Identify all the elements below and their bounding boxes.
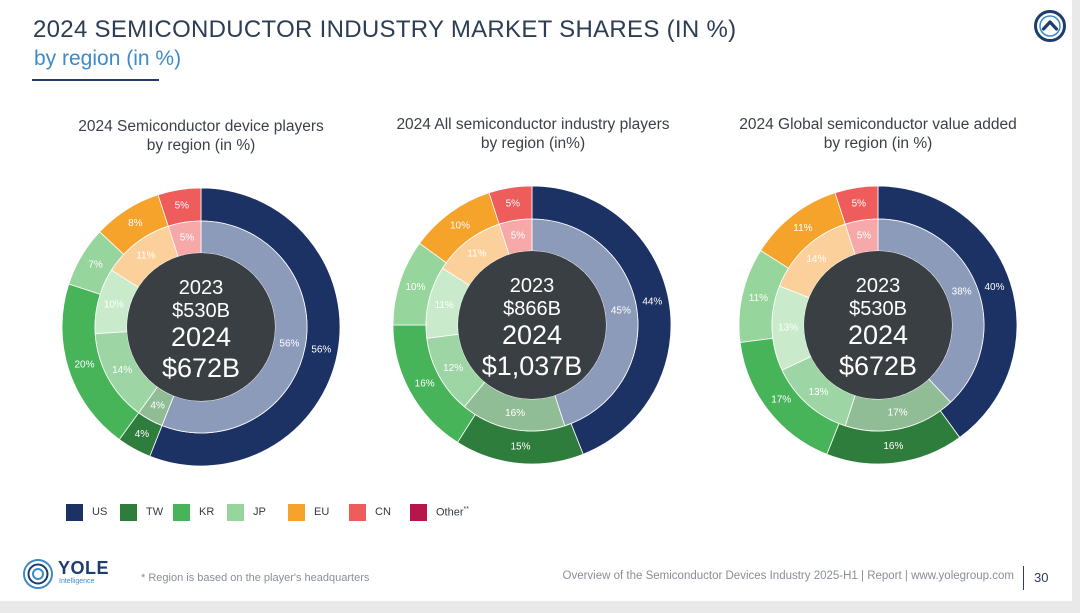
chart-1-title-line2: by region (in %) xyxy=(146,137,256,154)
chart-2-center-year-prev: 2023 xyxy=(510,275,555,297)
legend-label-tw: TW xyxy=(146,506,164,518)
chart-1-center-year: 2024 xyxy=(171,322,231,352)
legend-label-eu: EU xyxy=(314,506,330,518)
chart-3-center-year: 2024 xyxy=(848,320,908,350)
chart-3-center xyxy=(804,251,952,399)
chart-3-outer-label-eu: 11% xyxy=(793,223,812,234)
chart-2-inner-label-tw: 16% xyxy=(505,408,525,419)
chart-2-outer-label-cn: 5% xyxy=(506,199,521,210)
legend-swatch-jp xyxy=(227,503,244,521)
chart-3-outer-label-jp: 11% xyxy=(749,293,768,304)
chart-1-center-year-prev: 2023 xyxy=(179,277,224,299)
legend-label-other: Other** xyxy=(436,505,469,519)
chart-3-center-value-prev: $530B xyxy=(849,298,907,320)
legend-swatch-kr xyxy=(173,503,190,521)
slide: 2024 SEMICONDUCTOR INDUSTRY MARKET SHARE… xyxy=(0,0,1072,601)
chart-3-title-line2: by region (in %) xyxy=(823,135,933,152)
legend-swatch-us xyxy=(66,503,83,521)
footer-source[interactable]: Overview of the Semiconductor Devices In… xyxy=(562,570,1014,582)
donut-charts: 56%4%20%7%8%5%56%4%14%10%11%5%2023$530B2… xyxy=(61,185,1018,467)
chart-1-outer-label-kr: 20% xyxy=(74,359,94,370)
chart-2-title-line2: by region (in%) xyxy=(480,135,586,152)
chart-1-outer-label-us: 56% xyxy=(311,345,331,356)
legend-label-jp: JP xyxy=(253,506,266,518)
logo-subtext: Intelligence xyxy=(59,578,95,585)
chart-3-outer-label-us: 40% xyxy=(984,282,1004,293)
page-title: 2024 SEMICONDUCTOR INDUSTRY MARKET SHARE… xyxy=(33,16,737,43)
chart-1-outer-label-tw: 4% xyxy=(135,429,150,440)
chart-1-inner-label-us: 56% xyxy=(279,339,299,350)
chart-1-outer-label-cn: 5% xyxy=(175,201,190,212)
chart-2-outer-label-jp: 10% xyxy=(405,282,425,293)
legend-item-us: US xyxy=(66,502,107,522)
legend-label-us: US xyxy=(92,506,108,518)
legend-item-kr: KR xyxy=(173,502,214,522)
chart-3-title: 2024 Global semiconductor value added by… xyxy=(708,115,1048,153)
chart-2-outer-label-tw: 15% xyxy=(510,442,530,453)
chart-1-title: 2024 Semiconductor device players by reg… xyxy=(31,117,371,155)
legend-item-tw: TW xyxy=(120,502,163,522)
legend-label-cn: CN xyxy=(375,506,391,518)
chart-3-outer-label-cn: 5% xyxy=(852,199,867,210)
chart-3-center-value: $672B xyxy=(839,351,917,381)
chart-2-center-year: 2024 xyxy=(502,320,562,350)
chart-2-inner-label-kr: 12% xyxy=(443,363,463,374)
chart-2-inner-label-jp: 11% xyxy=(435,300,454,311)
chart-3-title-line1: 2024 Global semiconductor value added xyxy=(739,116,1017,133)
chart-3-inner-label-eu: 14% xyxy=(806,254,826,265)
legend-item-eu: EU xyxy=(288,502,329,522)
chart-3-inner-label-tw: 17% xyxy=(888,407,908,418)
chart-2-title-line1: 2024 All semiconductor industry players xyxy=(396,116,670,133)
legend-item-other: Other** xyxy=(410,502,469,522)
chart-1-title-line1: 2024 Semiconductor device players xyxy=(78,118,324,135)
legend-swatch-tw xyxy=(120,503,137,521)
chart-2-inner-label-us: 45% xyxy=(611,306,631,317)
chart-3-center-year-prev: 2023 xyxy=(856,275,901,297)
chart-1-inner-label-kr: 14% xyxy=(112,365,132,376)
chart-2-outer-label-eu: 10% xyxy=(450,221,470,232)
page-subtitle: by region (in %) xyxy=(34,47,182,70)
chart-2-center-value: $1,037B xyxy=(482,351,583,381)
page-number: 30 xyxy=(1034,570,1049,585)
chart-1-outer-label-jp: 7% xyxy=(88,259,103,270)
footer-divider xyxy=(1023,566,1024,590)
chart-1-inner-label-eu: 11% xyxy=(136,251,155,262)
chart-3-inner-label-jp: 13% xyxy=(778,322,798,333)
legend-swatch-other xyxy=(410,503,427,521)
chart-3-inner-label-us: 38% xyxy=(952,287,972,298)
chart-3-outer-label-kr: 17% xyxy=(771,395,791,406)
chart-2-center-value-prev: $866B xyxy=(503,298,561,320)
logo-text: YOLE xyxy=(58,558,110,578)
legend-swatch-eu xyxy=(288,503,305,521)
legend-swatch-cn xyxy=(349,503,366,521)
yole-logo: YOLE Intelligence xyxy=(22,556,122,592)
chart-1-center xyxy=(127,253,275,401)
chart-1-inner-label-jp: 10% xyxy=(104,299,124,310)
chart-1-outer-label-eu: 8% xyxy=(128,218,143,229)
chart-2-outer-label-kr: 16% xyxy=(415,379,435,390)
footnote: * Region is based on the player's headqu… xyxy=(141,572,370,584)
legend-label-footnote-mark: ** xyxy=(463,505,469,513)
chart-1-center-value: $672B xyxy=(162,353,240,383)
legend-item-jp: JP xyxy=(227,502,266,522)
chart-1-center-value-prev: $530B xyxy=(172,300,230,322)
chart-2-inner-label-cn: 5% xyxy=(511,231,526,242)
subtitle-underline xyxy=(32,79,159,81)
chart-2-inner-label-eu: 11% xyxy=(467,249,486,260)
chart-1-inner-label-tw: 4% xyxy=(150,401,165,412)
chart-2-outer-label-us: 44% xyxy=(642,297,662,308)
chart-1-inner-label-cn: 5% xyxy=(180,233,195,244)
legend-label-kr: KR xyxy=(199,506,215,518)
chart-3-inner-label-cn: 5% xyxy=(857,231,872,242)
yole-logo-icon xyxy=(23,559,53,589)
chart-3-outer-label-tw: 16% xyxy=(883,441,903,452)
chart-2-center xyxy=(458,251,606,399)
chart-3-inner-label-kr: 13% xyxy=(808,387,828,398)
legend-item-cn: CN xyxy=(349,502,391,522)
home-up-icon[interactable] xyxy=(1033,9,1067,43)
chart-2-title: 2024 All semiconductor industry players … xyxy=(363,115,703,153)
